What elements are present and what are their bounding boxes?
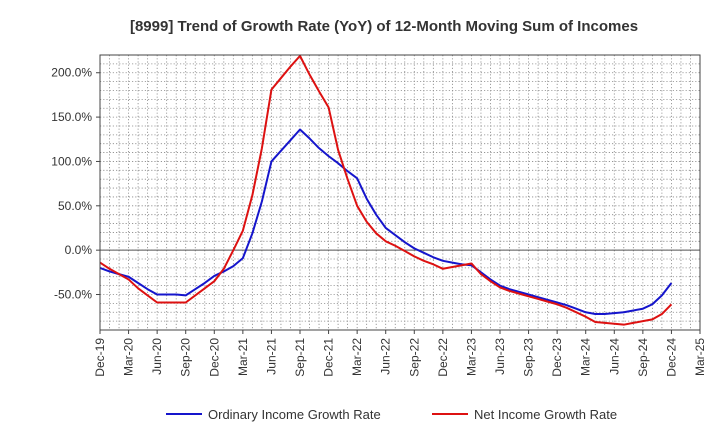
x-tick-label: Sep-23 (522, 338, 536, 377)
x-tick-label: Jun-20 (150, 338, 164, 375)
x-tick-label: Mar-25 (693, 338, 707, 376)
y-tick-label: -50.0% (54, 288, 92, 302)
x-tick-label: Mar-23 (464, 338, 478, 376)
x-tick-label: Sep-20 (179, 338, 193, 377)
x-tick-label: Mar-24 (579, 338, 593, 376)
legend-label-1: Ordinary Income Growth Rate (208, 407, 381, 422)
x-tick-label: Dec-24 (664, 338, 678, 377)
x-tick-label: Jun-21 (264, 338, 278, 375)
x-tick-label: Sep-21 (293, 338, 307, 377)
y-tick-label: 150.0% (51, 110, 92, 124)
x-tick-label: Mar-20 (122, 338, 136, 376)
x-tick-label: Jun-23 (493, 338, 507, 375)
x-tick-label: Mar-22 (350, 338, 364, 376)
x-tick-label: Mar-21 (236, 338, 250, 376)
x-tick-label: Dec-20 (207, 338, 221, 377)
plot-frame (99, 54, 701, 331)
grid (99, 55, 701, 330)
x-tick-label: Dec-19 (93, 338, 107, 377)
y-tick-label: 100.0% (51, 154, 92, 168)
x-tick-label: Jun-24 (607, 338, 621, 375)
x-tick-label: Dec-23 (550, 338, 564, 377)
series-layer (99, 54, 673, 326)
y-tick-label: 200.0% (51, 66, 92, 80)
x-tick-label: Sep-22 (407, 338, 421, 377)
x-axis: Dec-19 Mar-20 Jun-20 Sep-20 Dec-20 Mar-21 Jun-… (93, 330, 707, 377)
legend: Ordinary Income Growth Rate Net Income Gr… (166, 407, 617, 422)
x-tick-label: Jun-22 (379, 338, 393, 375)
y-tick-label: 0.0% (65, 243, 93, 257)
x-tick-label: Dec-22 (436, 338, 450, 377)
series-line-1 (99, 128, 673, 316)
plot-area (100, 55, 700, 330)
chart-title: [8999] Trend of Growth Rate (YoY) of 12-… (130, 18, 638, 35)
x-tick-label: Dec-21 (322, 338, 336, 377)
x-tick-label: Sep-24 (636, 338, 650, 377)
y-axis: 200.0% 150.0% 100.0% 50.0% 0.0% -50.0% (51, 66, 100, 302)
legend-label-2: Net Income Growth Rate (474, 407, 617, 422)
series-line-2 (99, 54, 673, 326)
y-tick-label: 50.0% (58, 199, 92, 213)
